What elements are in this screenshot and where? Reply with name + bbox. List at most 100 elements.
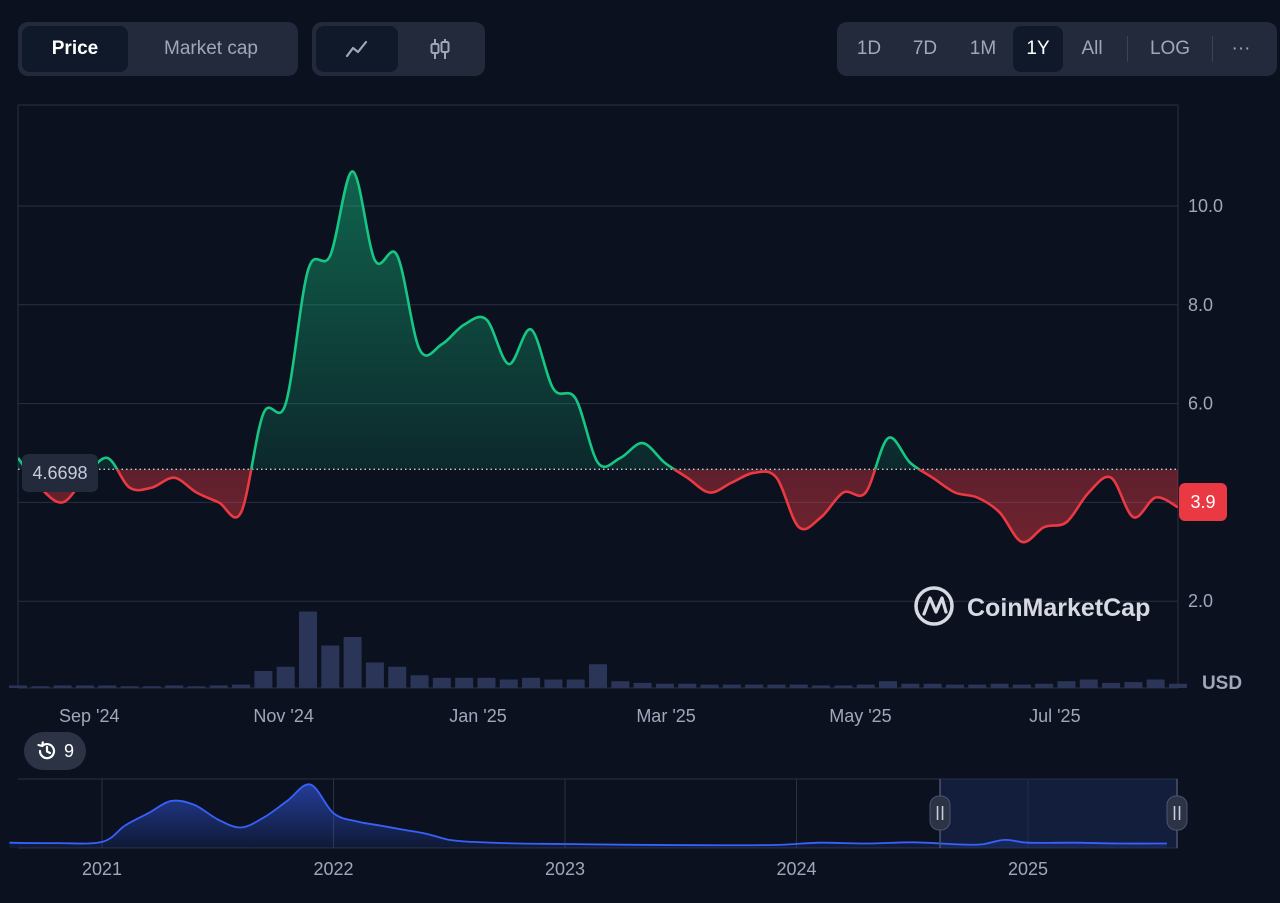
navigator-handle[interactable] — [1166, 795, 1188, 831]
volume-bar — [879, 681, 897, 688]
volume-bar — [499, 679, 518, 688]
volume-bar — [611, 681, 630, 688]
tab-price[interactable]: Price — [22, 26, 128, 72]
baseline-value-badge: 4.6698 — [22, 454, 98, 492]
volume-bars — [9, 611, 1187, 688]
price-line-down — [24, 469, 1178, 544]
toolbar-divider — [1127, 36, 1128, 62]
x-tick-label: Sep '24 — [59, 706, 120, 726]
volume-bar — [9, 685, 27, 688]
candlestick-button[interactable] — [398, 26, 481, 72]
log-scale-button[interactable]: LOG — [1149, 38, 1191, 59]
volume-bar — [522, 677, 541, 688]
volume-bar — [722, 684, 741, 688]
x-axis-labels: Sep '24 Nov '24 Jan '25 Mar '25 May '25 Jul '… — [59, 706, 1081, 726]
volume-bar — [700, 684, 719, 688]
navigator-x-label: 2024 — [776, 859, 816, 879]
volume-bar — [165, 685, 184, 688]
volume-bar — [566, 679, 585, 688]
volume-bar — [321, 645, 340, 688]
area-above-baseline — [18, 171, 1178, 470]
volume-bar — [299, 611, 317, 688]
volume-bar — [98, 685, 117, 688]
x-tick-label: May '25 — [829, 706, 891, 726]
navigator-handles[interactable] — [929, 779, 1188, 848]
x-tick-label: Nov '24 — [253, 706, 313, 726]
line-chart-icon — [345, 40, 368, 58]
metric-tab-group: Price Market cap — [18, 22, 298, 76]
coinmarketcap-watermark: CoinMarketCap — [914, 586, 1150, 626]
volume-bar — [120, 686, 139, 688]
more-options-button[interactable]: ··· — [1231, 38, 1251, 59]
grid-lines — [18, 205, 1178, 602]
volume-bar — [1146, 679, 1165, 688]
volume-bar — [1124, 682, 1143, 688]
volume-bar — [1035, 683, 1054, 688]
y-tick-label: 8.0 — [1188, 295, 1213, 315]
tab-market-cap[interactable]: Market cap — [164, 38, 258, 59]
volume-bar — [31, 686, 50, 688]
y-axis-labels: 2.0 6.0 8.0 10.0 — [1188, 196, 1223, 611]
x-tick-label: Jan '25 — [449, 706, 506, 726]
volume-bar — [254, 671, 273, 688]
x-tick-label: Mar '25 — [636, 706, 695, 726]
volume-bar — [1102, 682, 1121, 688]
volume-bar — [1057, 681, 1076, 688]
volume-bar — [990, 683, 1009, 688]
navigator-selection[interactable] — [940, 779, 1177, 848]
volume-bar — [834, 685, 853, 688]
price-line-up — [18, 170, 922, 470]
navigator-x-label: 2021 — [82, 859, 122, 879]
y-tick-label: 6.0 — [1188, 394, 1213, 414]
volume-bar — [187, 686, 206, 688]
volume-bar — [923, 683, 942, 688]
navigator-x-label: 2023 — [545, 859, 585, 879]
volume-bar — [477, 677, 496, 688]
range-group: 1D 7D 1M 1Y All LOG ··· — [837, 22, 1277, 76]
volume-bar — [901, 683, 920, 688]
volume-bar — [343, 637, 362, 688]
navigator-handle[interactable] — [929, 795, 951, 831]
history-badge[interactable]: 9 — [24, 732, 86, 770]
watermark-text: CoinMarketCap — [967, 594, 1150, 622]
y-tick-label: 10.0 — [1188, 196, 1223, 216]
volume-bar — [945, 684, 964, 688]
volume-bar — [655, 683, 674, 688]
volume-bar — [856, 684, 875, 688]
range-1d[interactable]: 1D — [856, 38, 882, 59]
area-below-baseline — [25, 469, 1178, 543]
range-all[interactable]: All — [1081, 38, 1103, 59]
volume-bar — [432, 677, 451, 688]
range-1y[interactable]: 1Y — [1013, 26, 1063, 72]
volume-bar — [388, 666, 407, 688]
volume-bar — [209, 685, 228, 688]
volume-bar — [789, 684, 808, 688]
navigator[interactable]: 2021 2022 2023 2024 2025 — [9, 778, 1188, 879]
volume-bar — [968, 684, 987, 688]
y-tick-label: 2.0 — [1188, 591, 1213, 611]
volume-bar — [365, 662, 384, 688]
history-icon — [37, 741, 56, 760]
range-1m[interactable]: 1M — [969, 38, 997, 59]
volume-bar — [1169, 683, 1187, 688]
navigator-area — [9, 784, 1167, 848]
navigator-x-label: 2025 — [1008, 859, 1048, 879]
volume-bar — [53, 685, 72, 688]
chart-style-group — [312, 22, 485, 76]
volume-bar — [767, 684, 786, 688]
volume-bar — [589, 664, 607, 688]
navigator-x-labels: 2021 2022 2023 2024 2025 — [82, 859, 1048, 879]
candlestick-icon — [430, 39, 449, 59]
volume-bar — [455, 677, 474, 688]
currency-label: USD — [1202, 673, 1242, 694]
range-7d[interactable]: 7D — [912, 38, 938, 59]
volume-bar — [142, 686, 161, 688]
toolbar-divider — [1212, 36, 1213, 62]
current-price-badge: 3.9 — [1179, 483, 1227, 521]
line-chart-button[interactable] — [316, 26, 398, 72]
volume-bar — [678, 683, 697, 688]
volume-bar — [745, 684, 764, 688]
volume-bar — [276, 666, 295, 688]
navigator-line — [9, 783, 1167, 847]
